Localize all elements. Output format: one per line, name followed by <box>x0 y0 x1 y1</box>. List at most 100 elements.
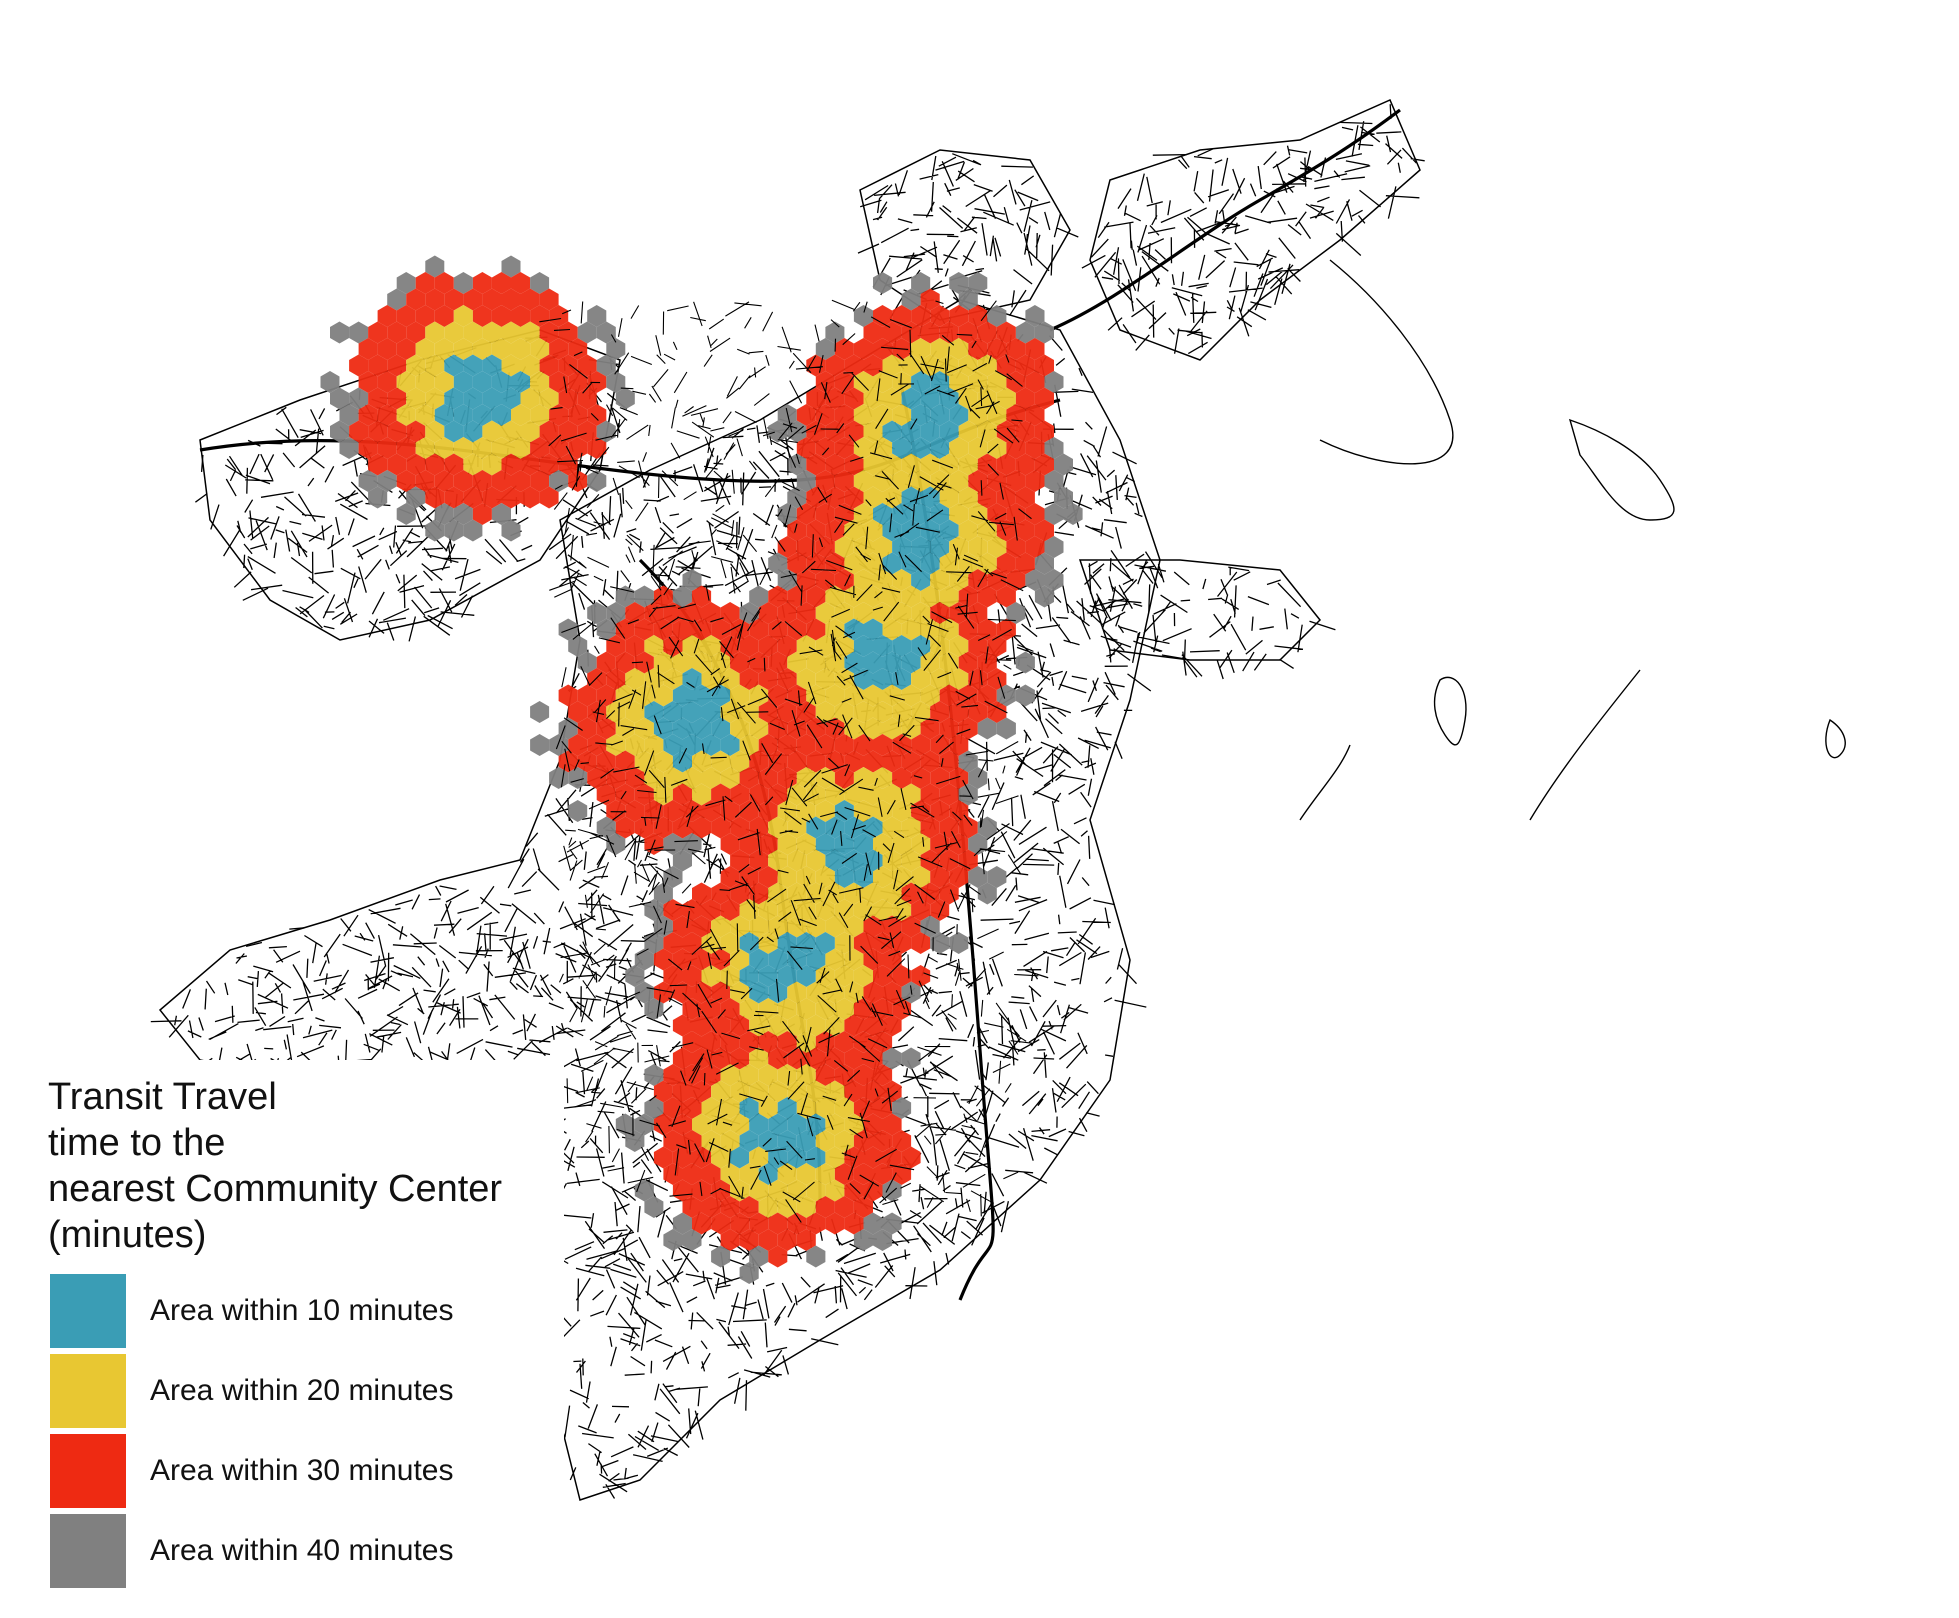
hex-cell <box>768 948 788 971</box>
hex-cell <box>672 1014 692 1037</box>
hex-cell <box>796 800 816 822</box>
hex-cell <box>796 437 816 459</box>
hex-cell <box>873 569 893 591</box>
hex-cell <box>777 404 797 426</box>
hex-cell <box>844 882 864 905</box>
hex-cell <box>692 1014 712 1037</box>
hex-cell <box>663 701 683 723</box>
legend-item-10-minutes: Area within 10 minutes <box>50 1274 552 1348</box>
hex-cell <box>777 965 797 987</box>
coastline <box>1089 99 1421 361</box>
hex-cell <box>1025 437 1045 459</box>
hex-cell <box>491 404 511 426</box>
hex-cell <box>682 1163 702 1185</box>
hex-cell <box>482 354 502 377</box>
hex-cell <box>863 684 883 707</box>
hex-cell <box>834 1163 854 1185</box>
hex-cell <box>863 849 883 872</box>
hex-cell <box>787 816 807 839</box>
hex-cell <box>911 866 931 888</box>
hex-cell <box>968 437 988 459</box>
hex-cell <box>682 1097 702 1119</box>
island-outline <box>1319 259 1454 465</box>
map-legend: Transit Travel time to the nearest Commu… <box>24 1060 564 1600</box>
hex-cell <box>387 354 407 377</box>
hex-cell <box>834 701 854 723</box>
hex-cell <box>1054 486 1073 509</box>
hex-cell <box>958 420 978 443</box>
hex-cell <box>882 849 902 872</box>
hex-cell <box>949 635 969 657</box>
hex-cell <box>539 354 559 377</box>
hex-cell <box>463 453 483 476</box>
hex-cell <box>882 1113 902 1136</box>
hex-cell <box>882 618 902 641</box>
hex-cell <box>520 321 540 344</box>
hex-cell <box>768 1245 788 1268</box>
hex-cell <box>958 321 978 344</box>
hex-cell <box>863 651 883 674</box>
hex-cell <box>682 1196 702 1218</box>
hex-cell <box>815 1031 835 1053</box>
hex-cell <box>920 288 940 311</box>
hex-cell <box>806 750 826 773</box>
hex-cell <box>768 1212 788 1235</box>
hex-cell <box>949 272 969 294</box>
hex-cell <box>892 305 912 327</box>
hex-cell <box>853 338 873 360</box>
hex-cell <box>463 288 483 311</box>
hex-cell <box>511 470 531 492</box>
hex-cell <box>415 305 435 327</box>
hex-cell <box>720 1130 740 1152</box>
hex-cell <box>434 503 454 525</box>
hex-cell <box>739 734 759 756</box>
hex-cell <box>749 585 769 608</box>
hex-cell <box>368 387 388 410</box>
hex-cell <box>901 882 921 905</box>
hex-cell <box>711 618 731 641</box>
hex-cell <box>749 1113 769 1136</box>
hex-cell <box>920 420 940 443</box>
hex-cell <box>396 503 416 525</box>
hex-cell <box>663 866 683 888</box>
hex-cell <box>834 602 854 624</box>
hex-cell <box>1034 552 1054 575</box>
hex-cell <box>739 1229 759 1251</box>
hex-cell <box>1034 387 1054 410</box>
hex-cell <box>701 701 721 723</box>
hex-cell <box>1015 354 1035 377</box>
hex-cell <box>644 635 664 657</box>
hex-cell <box>720 1229 740 1251</box>
hex-cell <box>863 1014 883 1037</box>
hex-cell <box>634 717 654 740</box>
hex-cell <box>920 717 940 740</box>
hex-cell <box>682 1229 702 1251</box>
hex-cell <box>815 437 835 459</box>
hex-cell <box>825 453 845 476</box>
hex-cell <box>720 767 740 789</box>
hex-cell <box>758 866 778 888</box>
hex-cell <box>406 486 426 509</box>
hex-cell <box>796 1196 816 1218</box>
hex-cell <box>844 849 864 872</box>
hex-cell <box>730 1113 750 1136</box>
hex-cell <box>644 1097 664 1119</box>
hex-cell <box>863 1146 883 1169</box>
hex-cell <box>749 948 769 971</box>
hex-cell <box>653 915 673 938</box>
hex-cell <box>853 899 873 921</box>
hex-cell <box>853 701 873 723</box>
hex-cell <box>987 635 1007 657</box>
hex-cell <box>587 734 607 756</box>
hex-cell <box>596 783 616 806</box>
hex-cell <box>682 734 702 756</box>
hex-cell <box>853 800 873 822</box>
road-segments <box>1081 104 1425 355</box>
hex-cell <box>482 453 502 476</box>
hex-cell <box>625 800 645 822</box>
hex-cell <box>787 882 807 905</box>
hex-cell <box>863 453 883 476</box>
hex-cell <box>901 849 921 872</box>
hex-cell <box>958 618 978 641</box>
